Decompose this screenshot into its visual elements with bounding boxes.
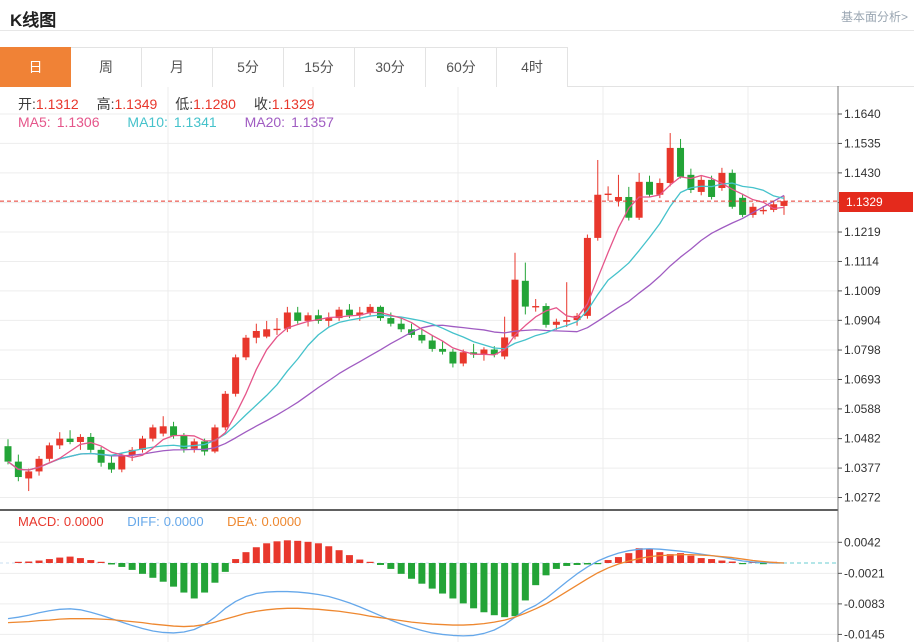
svg-text:1.0588: 1.0588 bbox=[844, 402, 881, 416]
ma10-value: 1.1341 bbox=[173, 114, 217, 130]
svg-text:1.0377: 1.0377 bbox=[844, 461, 881, 475]
dea-value: 0.0000 bbox=[261, 514, 302, 529]
tab-interval-0[interactable]: 日 bbox=[0, 47, 71, 87]
gridlines bbox=[0, 87, 838, 642]
tab-interval-1[interactable]: 周 bbox=[71, 47, 142, 87]
ma5-value: 1.1306 bbox=[56, 114, 100, 130]
ma5-label: MA5: bbox=[18, 114, 51, 130]
diff-value: 0.0000 bbox=[163, 514, 204, 529]
ma-readout: MA5: 1.1306 MA10: 1.1341 MA20: 1.1357 bbox=[18, 114, 340, 130]
tab-interval-3[interactable]: 5分 bbox=[213, 47, 284, 87]
dea-line bbox=[7, 553, 785, 628]
svg-text:1.0693: 1.0693 bbox=[844, 372, 881, 386]
ohlc-readout: 开:1.1312 高:1.1349 低:1.1280 收:1.1329 bbox=[18, 94, 329, 114]
interval-tabbar: 日周月 5分 15分 30分 60分 4时 bbox=[0, 47, 914, 87]
svg-text:-0.0083: -0.0083 bbox=[844, 597, 885, 611]
svg-text:-0.0145: -0.0145 bbox=[844, 627, 885, 641]
high-value: 1.1349 bbox=[114, 96, 158, 112]
low-label: 低: bbox=[175, 96, 194, 112]
svg-text:1.0798: 1.0798 bbox=[844, 343, 881, 357]
open-value: 1.1312 bbox=[35, 96, 79, 112]
svg-text:1.0482: 1.0482 bbox=[844, 432, 881, 446]
header-divider bbox=[0, 30, 914, 31]
low-value: 1.1280 bbox=[193, 96, 236, 112]
ma20-line bbox=[7, 194, 785, 471]
svg-text:0.0042: 0.0042 bbox=[844, 535, 881, 549]
svg-text:1.1640: 1.1640 bbox=[844, 107, 881, 121]
tab-interval-2[interactable]: 月 bbox=[142, 47, 213, 87]
svg-text:1.1219: 1.1219 bbox=[844, 225, 881, 239]
ma20-value: 1.1357 bbox=[291, 114, 334, 130]
svg-text:1.1009: 1.1009 bbox=[844, 284, 881, 298]
macd-value: 0.0000 bbox=[63, 514, 104, 529]
svg-text:1.0272: 1.0272 bbox=[844, 491, 881, 505]
ma5-line bbox=[7, 174, 785, 471]
svg-text:1.0904: 1.0904 bbox=[844, 313, 881, 327]
page-title: K线图 bbox=[10, 11, 57, 30]
candles bbox=[4, 133, 788, 492]
tab-interval-5[interactable]: 30分 bbox=[355, 47, 426, 87]
svg-text:1.1114: 1.1114 bbox=[844, 254, 879, 268]
diff-label: DIFF: bbox=[127, 514, 160, 529]
axis-labels: 1.1640 1.1535 1.1430 1.1219 1.1114 1.1009 1.09… bbox=[838, 107, 885, 641]
ma20-label: MA20: bbox=[244, 114, 286, 130]
kline-chart: 1.1640 1.1535 1.1430 1.1219 1.1114 1.1009 1.09… bbox=[0, 86, 885, 642]
svg-text:-0.0021: -0.0021 bbox=[844, 566, 885, 580]
tab-interval-7[interactable]: 4时 bbox=[497, 47, 568, 87]
macd-histogram bbox=[14, 540, 778, 618]
ma10-label: MA10: bbox=[127, 114, 168, 130]
macd-label: MACD: bbox=[18, 514, 60, 529]
fundamental-analysis-link[interactable]: 基本面分析> bbox=[840, 10, 908, 24]
high-label: 高: bbox=[96, 96, 115, 112]
open-label: 开: bbox=[18, 96, 36, 112]
svg-text:1.1430: 1.1430 bbox=[844, 166, 881, 180]
diff-line bbox=[7, 548, 784, 637]
svg-text:1.1535: 1.1535 bbox=[844, 136, 881, 150]
macd-readout: MACD: 0.0000 DIFF: 0.0000 DEA: 0.0000 bbox=[18, 514, 305, 529]
tab-interval-4[interactable]: 15分 bbox=[284, 47, 355, 87]
close-value: 1.1329 bbox=[271, 96, 315, 112]
tab-interval-6[interactable]: 60分 bbox=[426, 47, 497, 87]
ma10-line bbox=[7, 182, 785, 471]
dea-label: DEA: bbox=[227, 514, 258, 529]
close-label: 收: bbox=[253, 96, 272, 112]
current-price-tag: 1.1329 bbox=[839, 192, 913, 212]
